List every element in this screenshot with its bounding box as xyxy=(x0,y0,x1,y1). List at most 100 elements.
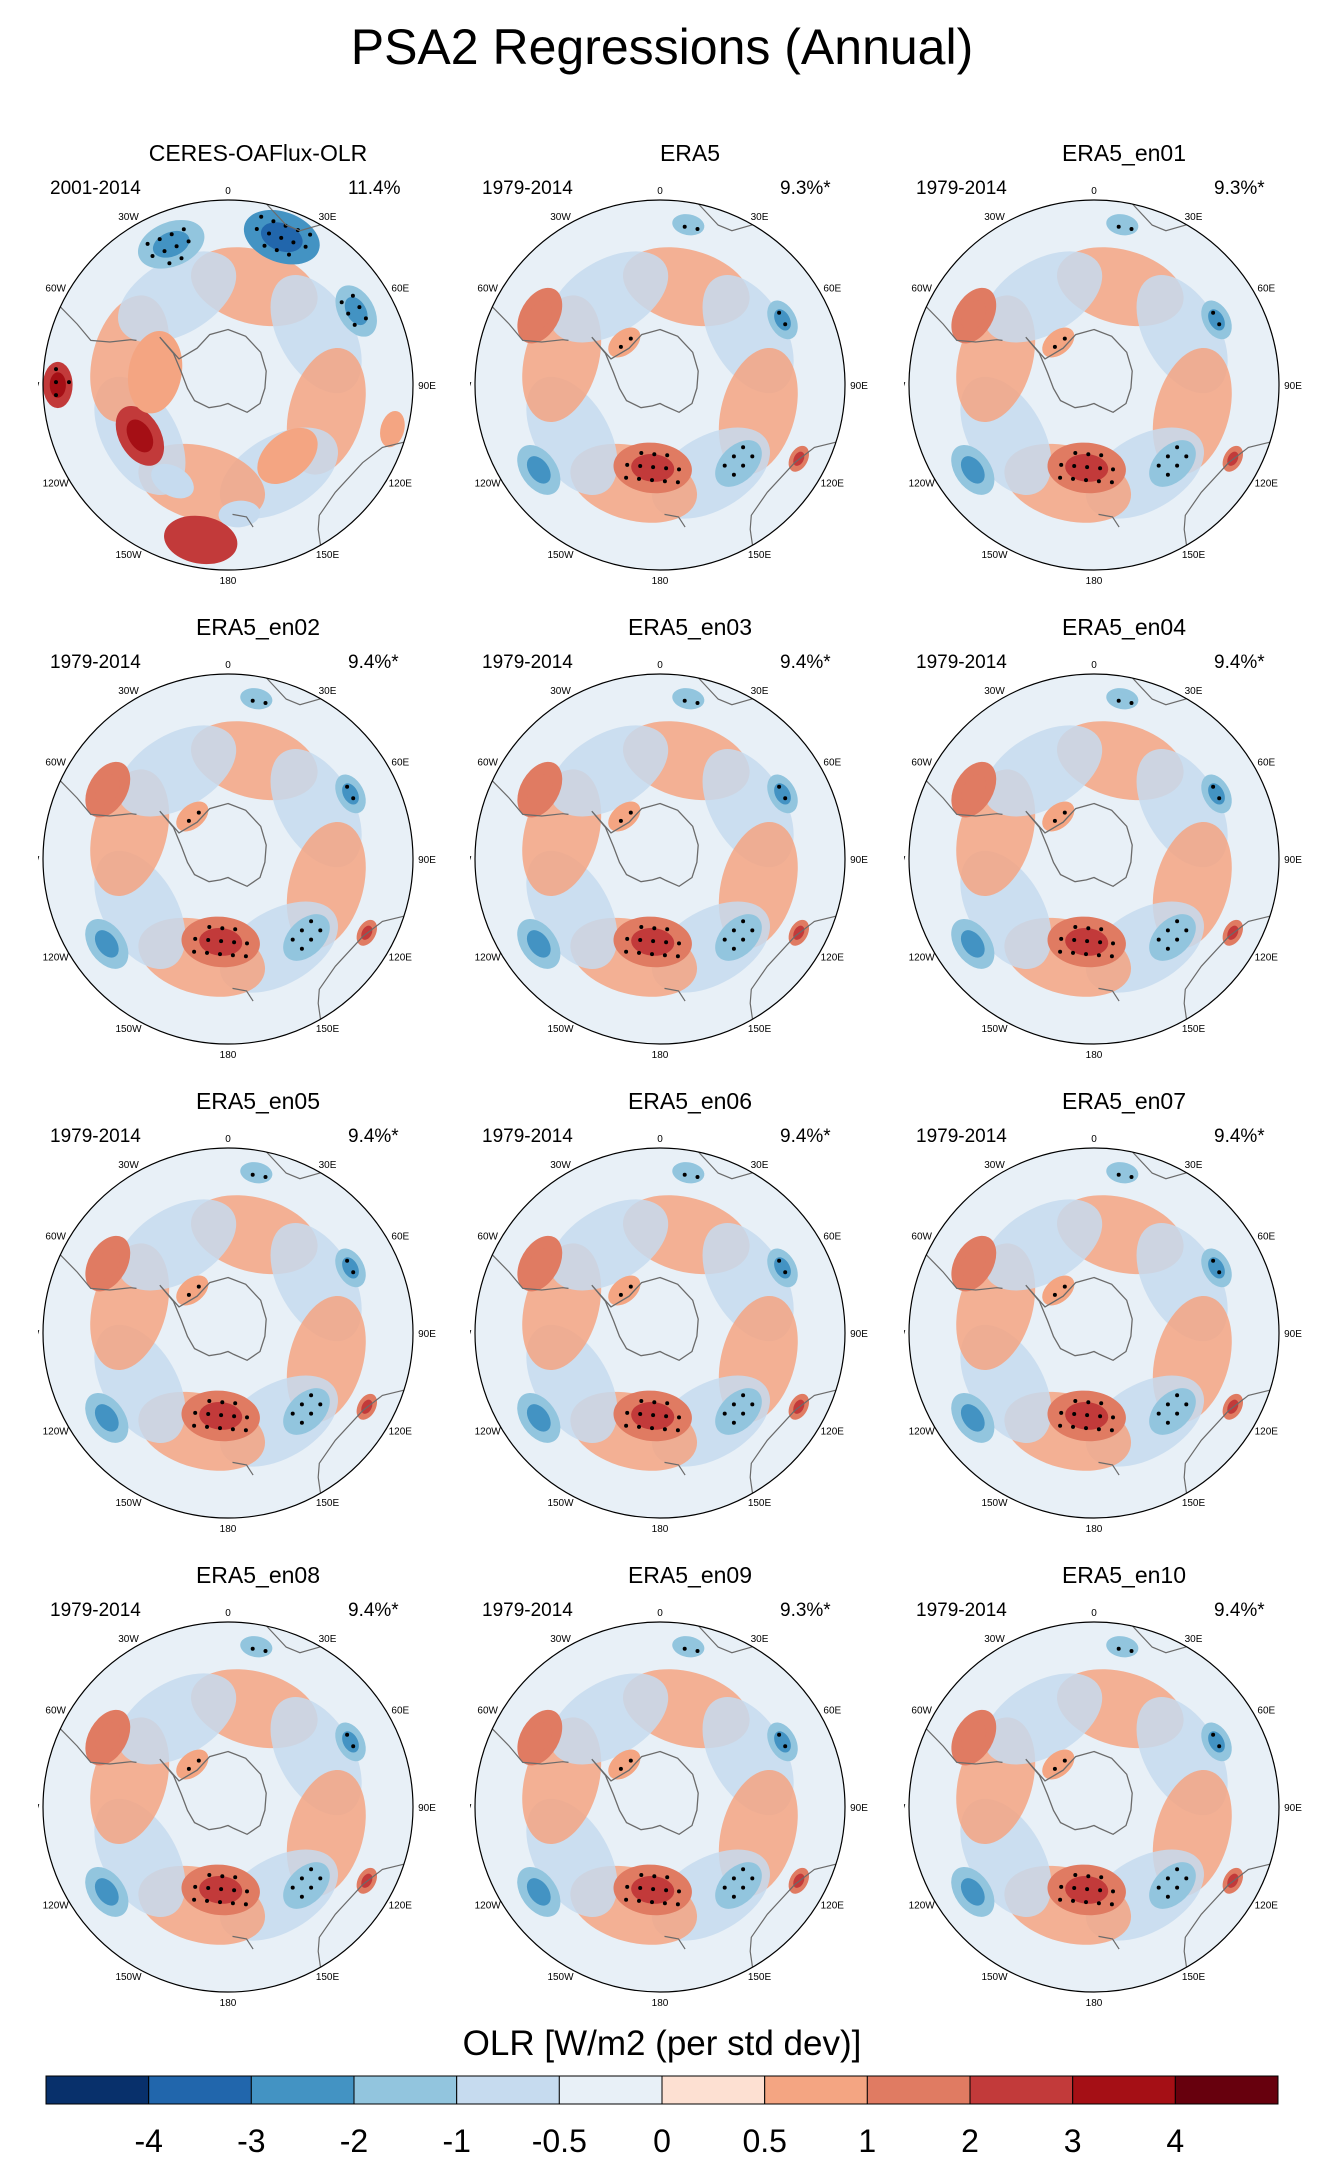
significance-stipple xyxy=(345,1258,356,1275)
antarctica-outline xyxy=(1025,1750,1133,1836)
longitude-label: 180 xyxy=(652,1050,669,1061)
longitude-label: 90E xyxy=(850,1329,868,1340)
significance-stipple xyxy=(192,1873,249,1907)
panel-period: 1979-2014 xyxy=(50,652,141,673)
significance-stipple xyxy=(624,1399,681,1433)
longitude-label: 150E xyxy=(1182,550,1206,561)
longitude-label: 120E xyxy=(821,953,845,964)
panel-title: ERA5_en09 xyxy=(627,1562,753,1588)
significance-stipple xyxy=(682,698,700,705)
longitude-label: 150E xyxy=(1182,1972,1206,1983)
significance-stipple xyxy=(1116,1172,1134,1179)
map-border xyxy=(42,1621,414,1993)
longitude-label: 60W xyxy=(45,1706,66,1717)
significance-stipple xyxy=(1052,336,1067,349)
significance-stipple xyxy=(1156,445,1189,477)
anomaly-blob xyxy=(1042,801,1075,832)
longitude-label: 60W xyxy=(477,1232,498,1243)
longitude-label: 150W xyxy=(981,1024,1008,1035)
significance-stipple xyxy=(1156,1393,1189,1425)
coastline xyxy=(925,1254,1003,1291)
longitude-label: 60E xyxy=(1257,1232,1275,1243)
map-panel: 0 30E 60E 90E 120E 150E 180 150W 120W 90W 60W 30W ER… xyxy=(38,1562,478,2022)
map-panel: 0 30E 60E 90E 120E 150E 180 150W 120W 90W 60W 30W ER… xyxy=(470,1088,910,1548)
panel-period: 1979-2014 xyxy=(50,1126,141,1147)
panel-variance: 9.4%* xyxy=(1214,652,1265,673)
colorbar-tick-label: -2 xyxy=(340,2123,368,2159)
anomaly-core xyxy=(526,1404,551,1432)
significance-stipple xyxy=(624,925,681,959)
panel-period: 1979-2014 xyxy=(482,1126,573,1147)
longitude-label: 120W xyxy=(43,953,70,964)
panel-variance: 9.4%* xyxy=(1214,1600,1265,1621)
significance-stipple xyxy=(618,810,633,823)
significance-stipple xyxy=(192,1399,249,1433)
longitude-label: 120E xyxy=(821,1901,845,1912)
significance-stipple xyxy=(1116,698,1134,705)
antarctica-outline xyxy=(591,1750,699,1836)
longitude-label: 150E xyxy=(748,550,772,561)
antarctica-outline xyxy=(159,1276,267,1362)
longitude-label: 90W xyxy=(470,855,472,866)
anomaly-core xyxy=(95,1248,121,1279)
anomaly-blob xyxy=(608,801,641,832)
longitude-label: 30W xyxy=(984,1160,1005,1171)
significance-stipple xyxy=(290,1393,323,1425)
longitude-label: 0 xyxy=(657,660,663,671)
panel-period: 1979-2014 xyxy=(482,178,573,199)
longitude-label: 60E xyxy=(391,758,409,769)
longitude-label: 150W xyxy=(547,1972,574,1983)
panel-title: ERA5_en04 xyxy=(1061,614,1187,640)
panel-variance: 9.4%* xyxy=(348,652,399,673)
longitude-label: 60W xyxy=(911,1232,932,1243)
longitude-label: 90E xyxy=(1284,855,1302,866)
coastline xyxy=(59,306,137,343)
anomaly-core xyxy=(960,1878,985,1906)
colorbar-swatch xyxy=(558,2075,663,2105)
longitude-label: 150W xyxy=(981,1972,1008,1983)
longitude-label: 180 xyxy=(220,1050,237,1061)
coastline xyxy=(491,780,569,817)
longitude-label: 0 xyxy=(225,186,231,197)
longitude-label: 30W xyxy=(118,686,139,697)
longitude-label: 90E xyxy=(1284,1329,1302,1340)
anomaly-core xyxy=(94,1404,119,1432)
longitude-label: 30E xyxy=(751,212,769,223)
polar-map: 0 30E 60E 90E 120E 150E 180 150W 120W 90W 60W 30W xyxy=(470,1608,868,2009)
longitude-label: 60W xyxy=(45,1232,66,1243)
antarctica-outline xyxy=(1025,1276,1133,1362)
coastline xyxy=(925,780,1003,817)
coastline xyxy=(59,1254,137,1291)
longitude-label: 180 xyxy=(652,1524,669,1535)
longitude-label: 150W xyxy=(981,550,1008,561)
colorbar-tick-label: 3 xyxy=(1064,2123,1082,2159)
colorbar-swatch xyxy=(661,2075,766,2105)
coastline xyxy=(266,1625,321,1654)
anomaly-core xyxy=(961,1722,987,1753)
coastline xyxy=(664,513,686,528)
anomaly-band xyxy=(550,725,669,817)
longitude-label: 90W xyxy=(904,381,906,392)
longitude-label: 120E xyxy=(1255,1427,1279,1438)
longitude-label: 150E xyxy=(748,1024,772,1035)
anomaly-band xyxy=(984,725,1103,817)
longitude-label: 60W xyxy=(911,758,932,769)
longitude-label: 120E xyxy=(821,1427,845,1438)
panel-variance: 9.4%* xyxy=(348,1126,399,1147)
longitude-label: 90W xyxy=(470,1329,472,1340)
anomaly-blob xyxy=(218,500,261,528)
longitude-label: 60W xyxy=(477,284,498,295)
panel-variance: 9.3%* xyxy=(780,178,831,199)
colorbar-tick-label: 1 xyxy=(858,2123,876,2159)
longitude-label: 150E xyxy=(316,1498,340,1509)
longitude-label: 90W xyxy=(38,855,40,866)
colorbar-tick-label: -1 xyxy=(442,2123,470,2159)
panel-period: 1979-2014 xyxy=(482,1600,573,1621)
anomaly-band xyxy=(550,251,669,343)
coastline xyxy=(317,915,405,1020)
longitude-label: 120W xyxy=(43,479,70,490)
polar-map: 0 30E 60E 90E 120E 150E 180 150W 120W 90W 60W 30W xyxy=(38,186,436,587)
longitude-label: 60W xyxy=(45,284,66,295)
significance-stipple xyxy=(777,1258,788,1275)
coastline xyxy=(266,1151,321,1180)
